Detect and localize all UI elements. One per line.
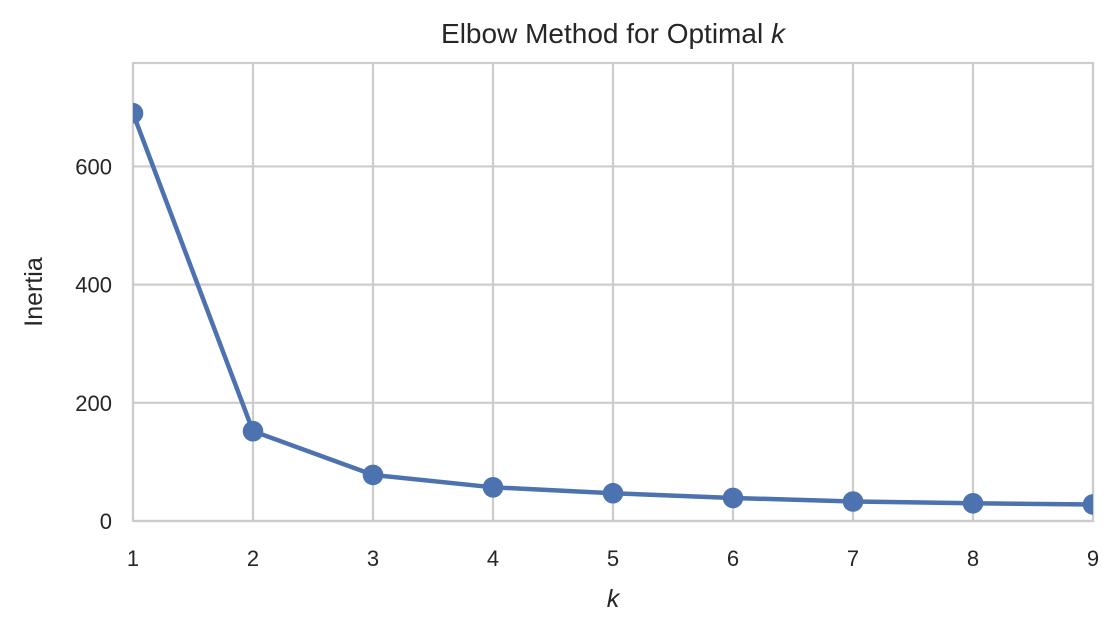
grid	[131, 63, 1095, 523]
x-tick-label-4: 4	[487, 546, 499, 571]
x-tick-label-9: 9	[1087, 546, 1099, 571]
x-tick-label-7: 7	[847, 546, 859, 571]
axes	[131, 61, 1095, 523]
chart-title: Elbow Method for Optimal k	[441, 18, 787, 49]
y-tick-label-200: 200	[75, 391, 112, 416]
x-tick-label-1: 1	[127, 546, 139, 571]
data-point-k5	[602, 482, 624, 504]
x-tick-label-3: 3	[367, 546, 379, 571]
data-point-k4	[482, 477, 504, 498]
plot-border	[131, 61, 1095, 523]
data-point-k6	[722, 487, 744, 509]
data-series	[133, 102, 1093, 515]
chart-title-text: Elbow Method for Optimal	[441, 18, 771, 49]
x-tick-label-8: 8	[967, 546, 979, 571]
y-tick-labels: 0 200 400 600	[75, 154, 112, 534]
x-axis-label: k	[607, 585, 621, 613]
y-tick-label-600: 600	[75, 154, 112, 179]
x-tick-label-2: 2	[247, 546, 259, 571]
x-tick-label-6: 6	[727, 546, 739, 571]
y-tick-label-400: 400	[75, 273, 112, 298]
chart-title-math-k: k	[771, 18, 787, 49]
data-point-k8	[962, 492, 984, 514]
data-point-k3	[362, 464, 384, 486]
x-tick-label-5: 5	[607, 546, 619, 571]
y-axis-label: Inertia	[20, 257, 48, 327]
data-point-k1	[133, 102, 144, 124]
y-tick-label-0: 0	[100, 509, 112, 534]
data-point-k7	[842, 491, 864, 512]
x-tick-labels: 1 2 3 4 5 6 7 8 9	[127, 546, 1099, 571]
data-point-k2	[242, 420, 264, 442]
data-point-k9	[1082, 494, 1093, 515]
